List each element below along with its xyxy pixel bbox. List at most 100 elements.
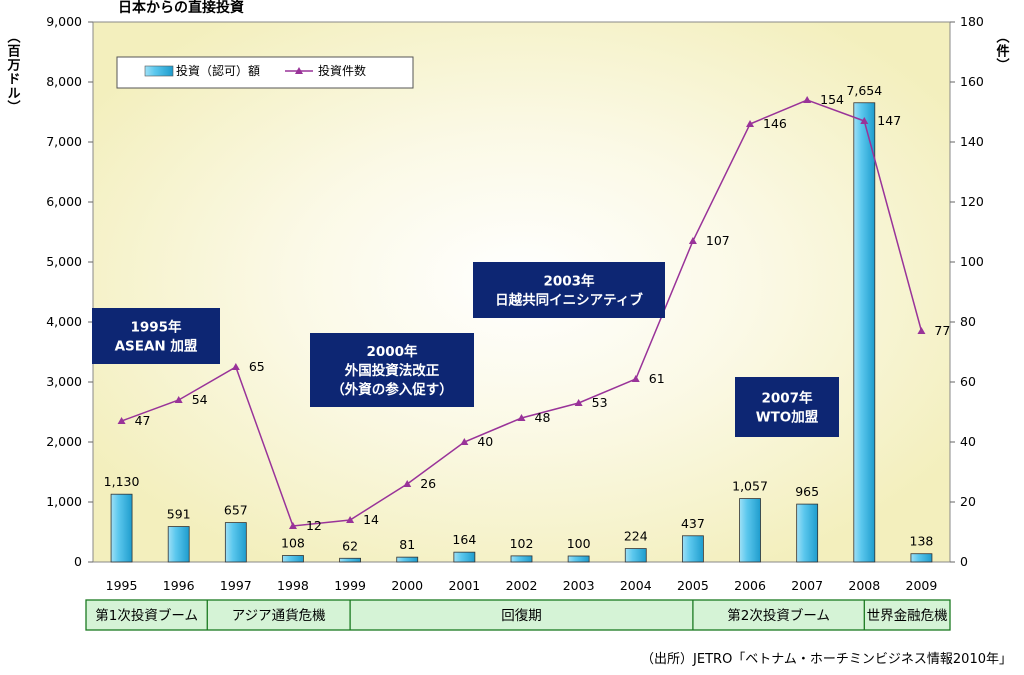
bar bbox=[224, 522, 247, 563]
line-value-label: 26 bbox=[420, 476, 436, 491]
annotation-text: 2000年 bbox=[366, 343, 418, 360]
line-value-label: 65 bbox=[249, 359, 265, 374]
annotation-box bbox=[735, 377, 839, 437]
bar-value-label: 965 bbox=[795, 484, 819, 499]
line-point bbox=[174, 396, 183, 403]
y-left-tick-label: 9,000 bbox=[46, 14, 82, 29]
line-point bbox=[631, 375, 640, 382]
line-value-label: 154 bbox=[820, 92, 844, 107]
line-point bbox=[860, 117, 869, 124]
line-point bbox=[803, 96, 812, 103]
annotation-text: WTO加盟 bbox=[756, 410, 819, 426]
y-left-tick-label: 8,000 bbox=[46, 74, 82, 89]
x-tick-label: 1998 bbox=[277, 578, 309, 593]
y-axis-left-label: （百万ドル） bbox=[5, 30, 22, 114]
y-left-tick-label: 7,000 bbox=[46, 134, 82, 149]
bar bbox=[396, 556, 419, 563]
bar-value-label: 62 bbox=[342, 538, 358, 553]
line-point bbox=[746, 120, 755, 127]
bar-value-label: 1,057 bbox=[732, 479, 768, 494]
line-value-label: 47 bbox=[135, 413, 151, 428]
y-right-tick-label: 120 bbox=[960, 194, 984, 209]
bar-value-label: 1,130 bbox=[104, 474, 140, 489]
x-tick-label: 2008 bbox=[848, 578, 880, 593]
y-right-tick-label: 80 bbox=[960, 314, 976, 329]
legend-bar-label: 投資（認可）額 bbox=[176, 63, 260, 78]
bar bbox=[339, 557, 362, 563]
bar-value-label: 591 bbox=[167, 507, 191, 522]
x-tick-label: 2001 bbox=[448, 578, 480, 593]
x-tick-label: 2005 bbox=[677, 578, 709, 593]
bar bbox=[910, 553, 933, 563]
bar-data-labels: 1,130 591 657 108 62 81 164 102 100 224 437 1,057 96… bbox=[104, 83, 934, 554]
y-axis-left-title: （百万ドル） bbox=[5, 30, 22, 114]
bar-value-label: 164 bbox=[452, 532, 476, 547]
y-right-tick-label: 180 bbox=[960, 14, 984, 29]
x-axis-ticks: 1995 1996 1997 1998 1999 2000 2001 2002 2003 2004… bbox=[106, 578, 938, 593]
bar-value-label: 657 bbox=[224, 503, 248, 518]
y-right-tick-label: 40 bbox=[960, 434, 976, 449]
legend: 投資（認可）額 投資件数 bbox=[116, 56, 414, 89]
x-tick-label: 2004 bbox=[620, 578, 652, 593]
x-tick-label: 1995 bbox=[106, 578, 138, 593]
line-value-label: 40 bbox=[477, 434, 493, 449]
bar bbox=[510, 555, 533, 563]
bar bbox=[796, 503, 819, 563]
legend-line-label: 投資件数 bbox=[318, 63, 366, 78]
bar-value-label: 138 bbox=[910, 534, 934, 549]
line-data-labels: 47 54 65 12 14 26 40 48 53 61 107 146 154 147 77 bbox=[135, 92, 951, 533]
bar-value-label: 100 bbox=[567, 536, 591, 551]
line-value-label: 14 bbox=[363, 512, 379, 527]
x-tick-label: 2009 bbox=[906, 578, 938, 593]
line-point bbox=[288, 522, 297, 529]
annotation-text: 2003年 bbox=[543, 273, 595, 290]
bar bbox=[739, 498, 761, 563]
x-tick-label: 2003 bbox=[563, 578, 595, 593]
line-value-label: 48 bbox=[535, 410, 551, 425]
line-point bbox=[460, 438, 469, 445]
annotation-box bbox=[92, 308, 220, 364]
source-note: （出所）JETRO「ベトナム・ホーチミンビジネス情報2010年」 bbox=[641, 652, 1012, 667]
y-left-tick-label: 0 bbox=[74, 554, 82, 569]
bar-value-label: 108 bbox=[281, 536, 305, 551]
y-right-tick-label: 60 bbox=[960, 374, 976, 389]
x-tick-label: 1999 bbox=[334, 578, 366, 593]
y-right-tick-label: 100 bbox=[960, 254, 984, 269]
legend-bar-swatch bbox=[144, 65, 174, 77]
annotation-text: 1995年 bbox=[130, 319, 182, 336]
x-tick-label: 1997 bbox=[220, 578, 252, 593]
x-tick-label: 2002 bbox=[506, 578, 538, 593]
bar bbox=[624, 548, 647, 563]
bar bbox=[110, 493, 133, 563]
line-point bbox=[574, 399, 583, 406]
y-left-tick-label: 2,000 bbox=[46, 434, 82, 449]
period-label: 回復期 bbox=[501, 607, 542, 624]
line-point bbox=[231, 363, 240, 370]
line-value-label: 146 bbox=[763, 116, 787, 131]
line-series bbox=[117, 96, 926, 529]
bar-value-label: 224 bbox=[624, 529, 648, 544]
bar-value-label: 81 bbox=[399, 537, 415, 552]
annotation-text: 日越共同イニシアティブ bbox=[495, 292, 643, 309]
period-label: 第2次投資ブーム bbox=[727, 607, 830, 624]
line-point bbox=[688, 237, 697, 244]
line-value-label: 61 bbox=[649, 371, 665, 386]
line-point bbox=[517, 414, 526, 421]
annotation-text: 2007年 bbox=[761, 390, 813, 407]
bar-value-label: 7,654 bbox=[846, 83, 882, 98]
chart-title: 日本からの直接投資 bbox=[118, 0, 244, 16]
line-point bbox=[917, 327, 926, 334]
annotation-text: （外資の参入促す） bbox=[331, 381, 453, 398]
period-band: 第1次投資ブーム アジア通貨危機 回復期 第2次投資ブーム 世界金融危機 bbox=[85, 599, 951, 631]
y-left-tick-label: 3,000 bbox=[46, 374, 82, 389]
y-left-tick-label: 1,000 bbox=[46, 494, 82, 509]
bar bbox=[567, 555, 590, 563]
y-right-tick-label: 20 bbox=[960, 494, 976, 509]
y-right-tick-label: 140 bbox=[960, 134, 984, 149]
bar-series bbox=[110, 102, 933, 563]
y-axis-left-ticks: 0 1,000 2,000 3,000 4,000 5,000 6,000 7,000 8,00… bbox=[46, 14, 93, 569]
line-value-label: 77 bbox=[934, 323, 950, 338]
